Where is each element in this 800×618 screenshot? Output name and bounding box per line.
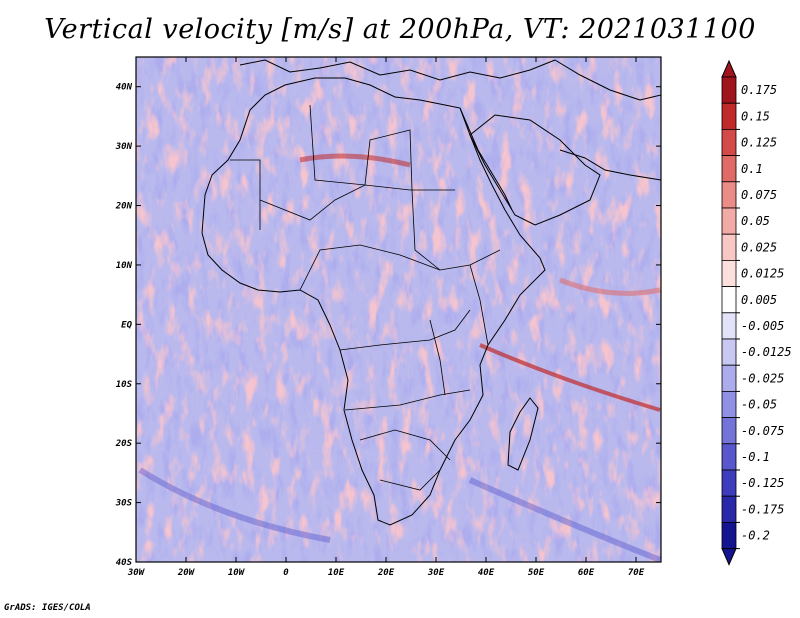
lat-tick-label: 10S bbox=[116, 380, 133, 390]
colorbar-label: 0.0125 bbox=[741, 267, 784, 281]
colorbar-swatch bbox=[721, 155, 737, 183]
red-streak-sahara bbox=[299, 153, 411, 168]
red-sea bbox=[459, 107, 513, 211]
colorbar-swatch bbox=[721, 522, 737, 550]
colorbar-label: 0.05 bbox=[741, 214, 770, 228]
longitude-axis: 30W 20W 10W 0 10E 20E 30E 40E 50E 60E 70E bbox=[127, 57, 645, 578]
lat-tick-label: 30S bbox=[115, 499, 133, 509]
colorbar-swatch bbox=[721, 443, 737, 471]
lon-tick-label: 70E bbox=[628, 568, 645, 578]
red-streak-indian-ocean bbox=[479, 343, 661, 412]
blue-streak-south-indian bbox=[468, 477, 661, 562]
colorbar-label: 0.005 bbox=[741, 293, 777, 307]
colorbar-swatch bbox=[721, 102, 737, 130]
colorbar-label: -0.005 bbox=[741, 319, 784, 333]
country-borders bbox=[230, 104, 501, 491]
colorbar-label: -0.1 bbox=[741, 450, 770, 464]
lon-tick-label: 0 bbox=[283, 568, 289, 578]
lon-tick-label: 20E bbox=[377, 568, 395, 578]
colorbar-label: -0.125 bbox=[741, 476, 784, 490]
colorbar-swatch bbox=[721, 469, 737, 497]
lat-tick-label: EQ bbox=[121, 320, 132, 330]
lat-tick-label: 40S bbox=[116, 558, 133, 568]
lon-tick-label: 50E bbox=[528, 568, 545, 578]
velocity-field bbox=[136, 57, 661, 562]
colorbar-swatch bbox=[721, 259, 737, 287]
colorbar-label: -0.2 bbox=[741, 529, 770, 543]
colorbar-label: -0.025 bbox=[741, 371, 784, 385]
colorbar-label: 0.125 bbox=[741, 136, 777, 150]
latitude-axis: 40N 30N 20N 10N EQ 10S 20S 30S 40S bbox=[115, 83, 661, 568]
europe-coast bbox=[239, 59, 556, 81]
lon-tick-label: 60E bbox=[578, 568, 595, 578]
madagascar bbox=[507, 397, 539, 471]
blue-streak-south-atlantic bbox=[138, 467, 331, 543]
colorbar-swatch bbox=[721, 128, 737, 156]
gulf-coast bbox=[559, 149, 661, 181]
lat-tick-label: 40N bbox=[116, 83, 133, 93]
lat-tick-label: 20S bbox=[115, 439, 133, 449]
lon-tick-label: 30E bbox=[427, 568, 445, 578]
colorbar-top-arrow bbox=[721, 59, 737, 78]
colorbar-label: -0.075 bbox=[741, 424, 784, 438]
red-streak-east bbox=[559, 277, 661, 296]
colorbar-swatch bbox=[721, 495, 737, 523]
colorbar-swatch bbox=[721, 233, 737, 261]
colorbar: 0.175 0.15 0.125 0.1 0.075 0.05 0.025 0.0125 0.0… bbox=[721, 59, 792, 566]
colorbar-label: -0.175 bbox=[741, 502, 784, 516]
colorbar-bottom-arrow bbox=[721, 548, 737, 566]
colorbar-label: -0.05 bbox=[741, 398, 777, 412]
colorbar-swatch bbox=[721, 312, 737, 340]
plot-frame bbox=[135, 56, 662, 563]
colorbar-swatch bbox=[721, 76, 737, 104]
lon-tick-label: 10W bbox=[228, 568, 246, 578]
lon-tick-label: 40E bbox=[478, 568, 495, 578]
colorbar-swatch bbox=[721, 417, 737, 445]
lon-tick-label: 30W bbox=[127, 568, 146, 578]
lon-tick-label: 20W bbox=[177, 568, 196, 578]
map-title: Vertical velocity [m/s] at 200hPa, VT: 2… bbox=[44, 14, 756, 45]
colorbar-label: 0.15 bbox=[741, 109, 770, 123]
persia-coast bbox=[554, 59, 661, 101]
colorbar-label: 0.1 bbox=[741, 162, 763, 176]
arabia bbox=[469, 114, 601, 226]
colorbar-swatch bbox=[721, 364, 737, 392]
lat-tick-label: 20N bbox=[115, 202, 133, 212]
colorbar-label: 0.025 bbox=[741, 240, 777, 254]
colorbar-label: -0.0125 bbox=[741, 345, 792, 359]
lon-tick-label: 10E bbox=[328, 568, 345, 578]
colorbar-swatch bbox=[721, 338, 737, 366]
colorbar-label: 0.075 bbox=[741, 188, 777, 202]
colorbar-swatch bbox=[721, 181, 737, 209]
colorbar-swatch bbox=[721, 207, 737, 235]
colorbar-swatch bbox=[721, 390, 737, 418]
grads-credit: GrADS: IGES/COLA bbox=[4, 603, 91, 613]
colorbar-swatch bbox=[721, 286, 737, 314]
lat-tick-label: 30N bbox=[115, 142, 133, 152]
lat-tick-label: 10N bbox=[116, 261, 133, 271]
colorbar-label: 0.175 bbox=[741, 83, 777, 97]
